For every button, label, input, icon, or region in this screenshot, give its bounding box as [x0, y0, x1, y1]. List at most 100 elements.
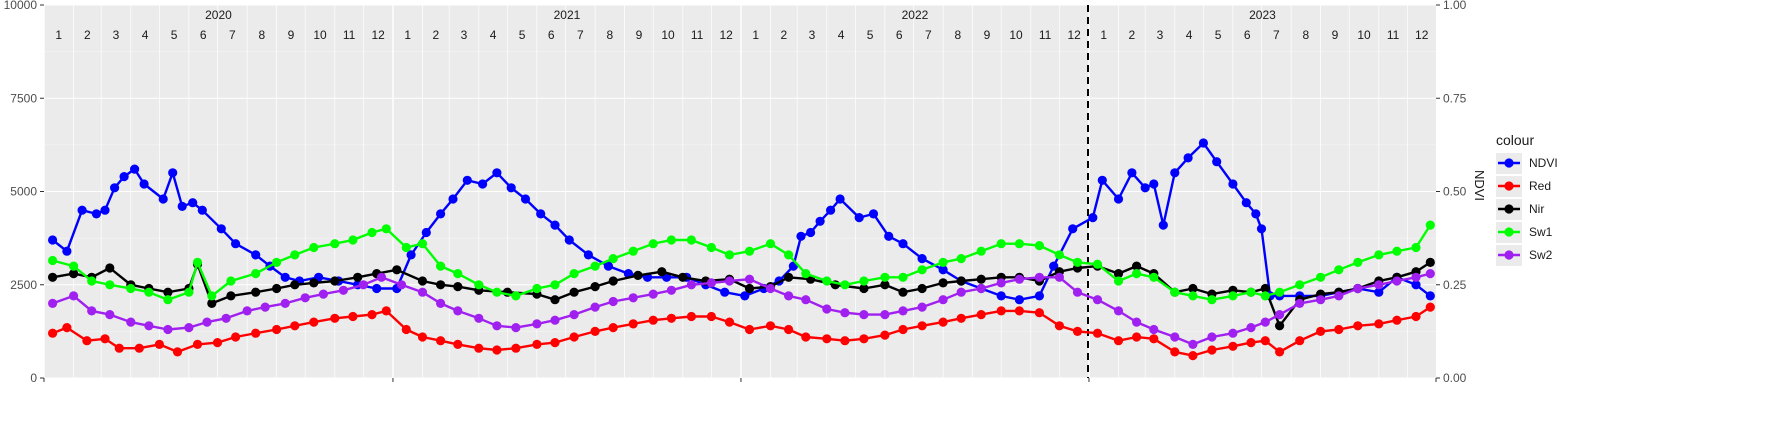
data-point-ndvi: [564, 235, 574, 245]
right-axis-tick-label: 1.00: [1443, 0, 1467, 12]
data-point-sw1: [144, 287, 154, 297]
data-point-sw1: [648, 239, 658, 249]
data-point-sw2: [1092, 295, 1103, 305]
data-point-ndvi: [197, 205, 207, 215]
legend-item-sw2: Sw2: [1496, 245, 1553, 266]
month-label: 8: [1303, 28, 1310, 42]
data-point-sw2: [1374, 280, 1384, 290]
month-label: 6: [200, 28, 207, 42]
month-label: 5: [519, 28, 526, 42]
data-point-ndvi: [1374, 287, 1384, 297]
data-point-red: [1170, 347, 1180, 357]
data-point-sw1: [436, 261, 446, 271]
data-point-sw1: [1054, 250, 1064, 260]
data-point-sw1: [822, 276, 832, 286]
data-point-ndvi: [280, 272, 290, 282]
data-point-sw2: [1275, 310, 1285, 320]
legend-key-point: [1504, 181, 1514, 191]
data-point-red: [1034, 308, 1044, 318]
data-point-nir: [678, 272, 688, 282]
data-point-sw1: [348, 235, 358, 245]
data-point-nir: [1260, 283, 1270, 294]
data-point-sw1: [976, 246, 986, 256]
data-point-red: [492, 345, 502, 355]
data-point-red: [1246, 338, 1256, 348]
data-point-sw1: [207, 291, 217, 301]
month-label: 9: [1332, 28, 1339, 42]
data-point-sw1: [1246, 287, 1256, 297]
data-point-sw1: [801, 269, 811, 279]
data-point-red: [590, 326, 600, 336]
data-point-red: [1334, 324, 1344, 335]
data-point-sw1: [290, 250, 300, 260]
month-label: 2: [781, 28, 788, 42]
series-sw2: [48, 269, 1435, 349]
data-point-red: [996, 306, 1006, 316]
data-point-red: [822, 334, 832, 344]
data-point-sw1: [744, 246, 755, 256]
month-label: 10: [313, 28, 327, 42]
data-point-red: [666, 313, 677, 323]
data-point-nir: [859, 283, 869, 294]
month-label: 3: [809, 28, 816, 42]
data-point-nir: [272, 283, 282, 294]
data-point-red: [192, 339, 203, 349]
year-label: 2021: [554, 8, 581, 22]
data-point-red: [134, 343, 144, 353]
data-point-sw2: [1207, 332, 1217, 342]
legend-label: NDVI: [1529, 156, 1558, 170]
data-point-red: [1188, 351, 1198, 361]
data-point-red: [550, 338, 560, 348]
data-point-sw1: [474, 280, 484, 290]
month-label: 6: [896, 28, 903, 42]
legend-item-ndvi: NDVI: [1496, 153, 1558, 174]
data-point-red: [898, 324, 908, 335]
data-point-ndvi: [583, 250, 594, 260]
data-point-red: [401, 324, 411, 335]
data-point-ndvi: [100, 205, 110, 215]
month-label: 12: [719, 28, 733, 42]
data-point-sw1: [1149, 272, 1159, 282]
data-point-sw1: [226, 276, 236, 286]
data-point-sw2: [48, 298, 58, 308]
data-point-red: [1092, 328, 1103, 338]
data-point-sw2: [1228, 328, 1238, 338]
data-point-sw1: [453, 269, 463, 279]
data-point-ndvi: [1251, 209, 1261, 219]
month-label: 10: [661, 28, 675, 42]
data-point-ndvi: [448, 194, 458, 204]
data-point-sw1: [309, 242, 319, 253]
data-point-sw2: [822, 304, 832, 314]
month-label: 1: [1100, 28, 1107, 42]
data-point-sw1: [1353, 257, 1363, 267]
data-point-sw1: [184, 287, 194, 297]
data-point-ndvi: [1068, 224, 1078, 234]
data-point-sw1: [956, 254, 966, 264]
series-sw1: [48, 220, 1435, 305]
data-point-sw2: [1392, 276, 1402, 286]
data-point-sw2: [724, 276, 735, 286]
data-point-sw1: [590, 261, 600, 271]
data-point-sw1: [666, 235, 677, 245]
month-label: 3: [1157, 28, 1164, 42]
data-point-sw1: [765, 239, 776, 249]
data-point-sw1: [938, 257, 948, 267]
data-point-nir: [898, 287, 908, 297]
year-label: 2020: [205, 8, 232, 22]
data-point-red: [569, 332, 579, 342]
data-point-sw2: [1014, 274, 1024, 284]
data-point-sw1: [1034, 241, 1044, 251]
data-point-sw1: [1275, 287, 1285, 297]
month-label: 9: [288, 28, 295, 42]
data-point-sw1: [859, 276, 869, 286]
month-label: 1: [752, 28, 759, 42]
month-label: 5: [867, 28, 874, 42]
data-point-red: [154, 339, 164, 349]
month-label: 4: [490, 28, 497, 42]
data-point-sw2: [1149, 324, 1159, 335]
month-label: 5: [171, 28, 178, 42]
data-point-sw2: [242, 306, 252, 316]
legend-key-point: [1504, 227, 1514, 237]
data-point-nir: [917, 283, 927, 294]
